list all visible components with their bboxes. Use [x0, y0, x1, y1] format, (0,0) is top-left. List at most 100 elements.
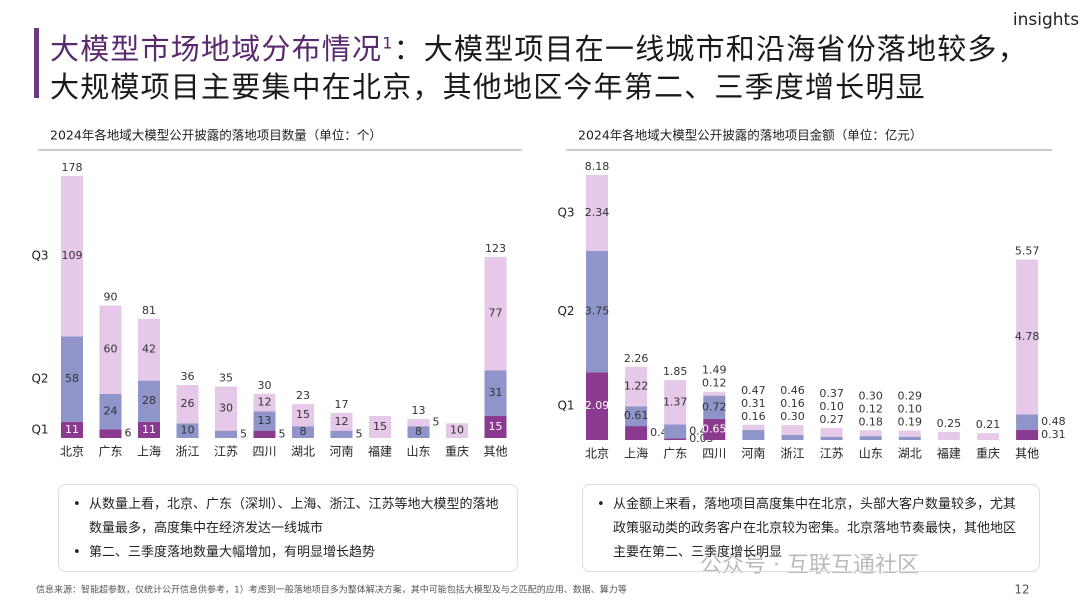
x-tick-label: 四川: [252, 445, 276, 459]
value-label: 13: [258, 414, 272, 427]
bar-segment: [1016, 414, 1039, 430]
title-text: ：大模型项目在一线城市和沿海省份落地较多，: [393, 32, 1028, 66]
value-label: 5: [240, 427, 247, 440]
value-label: 77: [489, 307, 503, 320]
value-label: 0.61: [624, 409, 649, 422]
bar-segment: [664, 424, 687, 439]
value-label: 15: [296, 408, 310, 421]
total-label: 0.29: [898, 390, 923, 403]
bar-segment: [138, 318, 160, 381]
bar-segment: [176, 423, 199, 438]
value-label: 5: [279, 427, 286, 440]
value-label: 1.22: [624, 380, 649, 393]
x-tick-label: 上海: [137, 444, 161, 459]
x-tick-label: 河南: [741, 446, 765, 461]
x-tick-label: 湖北: [898, 446, 922, 461]
bar-segment: [898, 430, 921, 437]
value-label: 0.12: [858, 402, 883, 415]
bar-segment: [253, 393, 276, 412]
value-label: 0.19: [898, 416, 923, 429]
value-label: 31: [489, 386, 503, 399]
bar-segment: [484, 370, 507, 416]
bar-segment: [292, 426, 314, 438]
value-label: 11: [65, 423, 79, 436]
bar-segment: [61, 421, 83, 438]
bar-segment: [703, 418, 726, 440]
legend-label: Q2: [557, 304, 574, 318]
value-label: 5: [356, 427, 363, 440]
x-tick-label: 湖北: [291, 444, 315, 459]
value-label: 0.21: [976, 418, 1001, 431]
value-label: 4.78: [1015, 330, 1040, 343]
bar-segment: [215, 386, 237, 431]
bar-segment: [937, 431, 960, 440]
x-tick-label: 其他: [483, 445, 507, 459]
bar-segment: [61, 336, 83, 422]
total-label: 30: [258, 379, 272, 392]
logo: insights: [1013, 10, 1079, 30]
total-label: 35: [219, 371, 233, 384]
x-tick-label: 浙江: [780, 447, 804, 461]
bar-segment: [898, 436, 921, 440]
value-label: 0.30: [780, 410, 805, 423]
value-label: 0.10: [898, 403, 923, 416]
bar-segment: [407, 418, 430, 427]
x-tick-label: 上海: [624, 446, 648, 461]
value-label: 0.48: [1041, 415, 1066, 428]
x-tick-label: 河南: [329, 444, 353, 459]
legend-label: Q3: [557, 205, 574, 219]
value-label: 12: [335, 415, 349, 428]
bar-segment: [703, 395, 726, 419]
bar-segment: [820, 428, 843, 437]
x-tick-label: 山东: [859, 447, 883, 461]
x-tick-label: 广东: [663, 447, 687, 461]
total-label: 36: [181, 370, 195, 383]
bar-segment: [977, 433, 999, 440]
legend-label: Q3: [31, 249, 48, 263]
bar-segment: [703, 391, 726, 396]
value-label: 0.18: [858, 415, 883, 428]
bar-segment: [484, 256, 507, 371]
bar-segment: [664, 380, 687, 425]
title-sup: 1: [382, 33, 394, 53]
bar-segment: [625, 426, 648, 440]
bar-segment: [215, 430, 237, 438]
total-label: 178: [62, 161, 83, 174]
value-label: 0.72: [702, 400, 727, 413]
chart-title: 2024年各地域大模型公开披露的落地项目数量（单位：个）: [50, 128, 382, 143]
total-label: 1.49: [702, 364, 727, 377]
value-label: 0.25: [937, 417, 962, 430]
total-label: 90: [104, 291, 118, 304]
bar-segment: [625, 406, 648, 427]
value-label: 60: [104, 343, 118, 356]
bar-segment: [1016, 429, 1039, 440]
note: 从数量上看，北京、广东（深圳）、上海、浙江、江苏等地大模型的落地数量最多，高度集…: [73, 493, 503, 541]
total-label: 23: [296, 389, 310, 402]
value-label: 26: [181, 397, 195, 410]
value-label: 8: [415, 425, 422, 438]
total-label: 0.47: [741, 384, 766, 397]
value-label: 10: [450, 424, 464, 437]
value-label: 3.75: [585, 305, 610, 318]
bar-segment: [820, 436, 843, 440]
bar-segment: [859, 436, 882, 440]
x-tick-label: 重庆: [445, 445, 469, 459]
bar-segment: [781, 434, 804, 440]
source: 信息来源：智能超参数，仅统计公开信息供参考，1）考虑到一般落地项目多为整体解决方…: [36, 584, 627, 596]
bar-segment: [176, 385, 199, 424]
legend-label: Q1: [557, 399, 574, 413]
bar-segment: [330, 412, 353, 431]
bar-segment: [138, 380, 160, 422]
chart-title: 2024年各地域大模型公开披露的落地项目金额（单位：亿元）: [578, 128, 922, 143]
value-label: 0.16: [741, 410, 766, 423]
bar-segment: [99, 393, 122, 430]
x-tick-label: 北京: [585, 447, 609, 461]
note-box: 从数量上看，北京、广东（深圳）、上海、浙江、江苏等地大模型的落地数量最多，高度集…: [58, 484, 518, 572]
value-label: 10: [181, 424, 195, 437]
value-label: 0.10: [819, 400, 844, 413]
value-label: 15: [373, 420, 387, 433]
bar-segment: [253, 411, 276, 431]
bar-segment: [61, 176, 83, 337]
title-line: 大规模项目主要集中在北京，其他地区今年第二、三季度增长明显: [50, 70, 926, 104]
